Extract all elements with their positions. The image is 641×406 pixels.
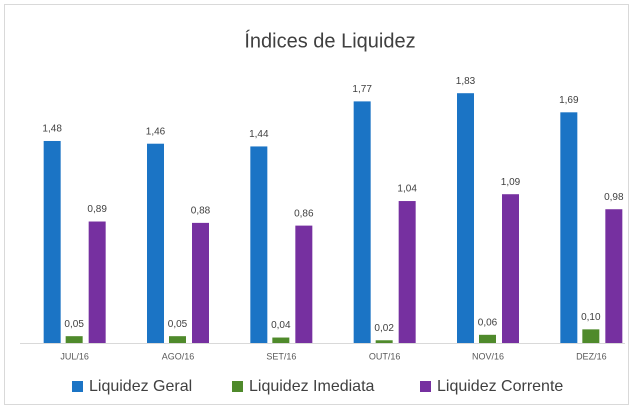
- data-label: 0,89: [87, 204, 107, 215]
- bar: [502, 194, 519, 343]
- data-label: 0,04: [271, 320, 291, 331]
- data-label: 0,98: [604, 192, 624, 203]
- bar: [560, 112, 578, 343]
- x-tick-label: SET/16: [266, 351, 296, 361]
- data-label: 0,06: [478, 317, 498, 328]
- data-label: 1,83: [456, 76, 476, 87]
- data-label: 0,10: [581, 312, 601, 323]
- bar: [272, 337, 290, 343]
- chart-frame: [4, 4, 629, 405]
- bar: [169, 336, 186, 343]
- x-tick-label: AGO/16: [162, 351, 195, 361]
- data-label: 0,88: [191, 206, 211, 217]
- x-tick-label: NOV/16: [472, 351, 504, 361]
- bar: [479, 334, 496, 343]
- x-tick-label: OUT/16: [369, 351, 401, 361]
- legend-label: Liquidez Corrente: [437, 378, 563, 395]
- bar: [147, 143, 164, 343]
- bar: [88, 221, 106, 343]
- legend-label: Liquidez Imediata: [249, 378, 375, 395]
- bar: [353, 101, 371, 344]
- chart-title: Índices de Liquidez: [244, 29, 415, 52]
- bar: [192, 222, 209, 343]
- data-label: 1,77: [352, 84, 372, 95]
- data-label: 0,05: [64, 319, 84, 330]
- bar: [605, 209, 623, 343]
- data-label: 1,09: [501, 177, 521, 188]
- bar: [295, 225, 313, 343]
- legend-swatch: [420, 381, 431, 392]
- data-label: 1,48: [42, 124, 62, 135]
- bar: [398, 201, 416, 343]
- bar: [65, 336, 83, 343]
- data-label: 1,69: [559, 95, 579, 106]
- legend-swatch: [72, 381, 83, 392]
- x-tick-label: JUL/16: [60, 351, 89, 361]
- bar: [375, 340, 393, 343]
- data-label: 0,86: [294, 208, 314, 219]
- data-label: 1,46: [146, 126, 166, 137]
- data-label: 1,04: [397, 184, 417, 195]
- bar: [582, 329, 600, 343]
- x-tick-label: DEZ/16: [576, 351, 607, 361]
- bar: [250, 146, 268, 343]
- data-label: 0,05: [168, 319, 188, 330]
- data-label: 0,02: [374, 323, 394, 334]
- legend-swatch: [232, 381, 243, 392]
- bar: [457, 93, 474, 343]
- legend-label: Liquidez Geral: [89, 378, 192, 395]
- data-label: 1,44: [249, 129, 269, 140]
- bar: [43, 140, 61, 343]
